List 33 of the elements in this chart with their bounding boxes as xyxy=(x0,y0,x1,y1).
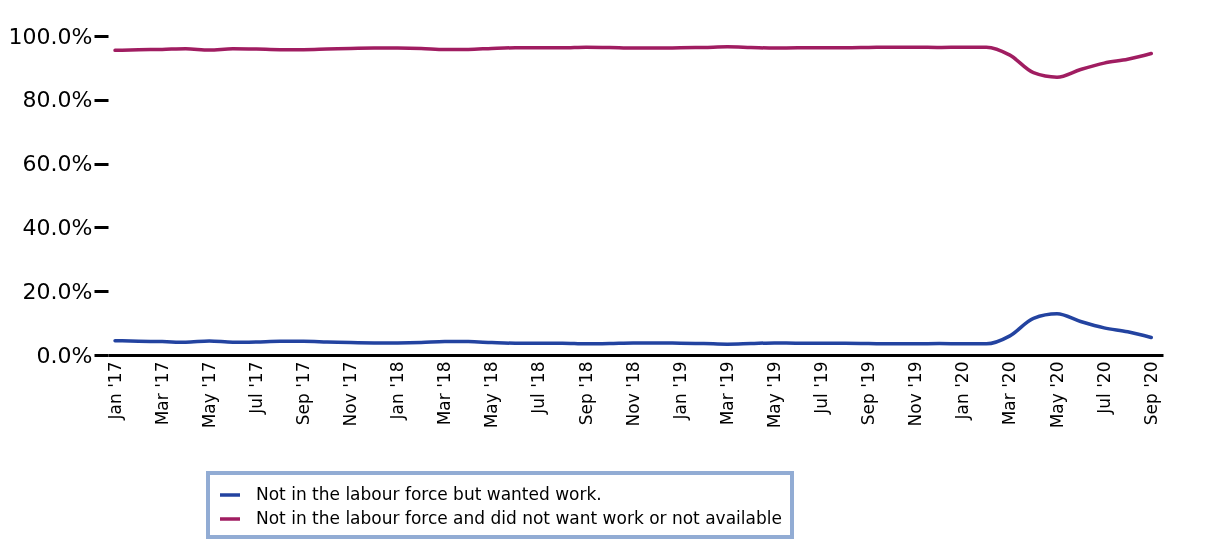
x-tick-label: Sep '17 xyxy=(292,361,313,426)
y-tick-label: 40.0% xyxy=(22,214,93,240)
x-tick-label: Mar '18 xyxy=(434,361,455,426)
line-series xyxy=(113,312,1153,346)
x-tick-label: Nov '19 xyxy=(905,361,926,427)
x-tick-label: Jan '17 xyxy=(104,361,125,421)
x-tick-label: Nov '18 xyxy=(622,361,643,427)
line-series xyxy=(113,45,1153,79)
x-tick-label: Jul '18 xyxy=(528,361,549,415)
x-tick-label: May '18 xyxy=(481,361,502,429)
x-tick-label: Jan '18 xyxy=(387,361,408,421)
y-tick-label: 80.0% xyxy=(22,87,93,113)
x-tick-label: May '17 xyxy=(198,361,219,429)
legend-label: Not in the labour force and did not want work or not available xyxy=(256,508,782,528)
x-tick-label: Mar '17 xyxy=(151,361,172,426)
x-tick-label: Jul '20 xyxy=(1093,361,1114,415)
x-tick-label: Nov '17 xyxy=(340,361,361,427)
x-tick-label: Sep '18 xyxy=(575,361,596,426)
y-tick-label: 60.0% xyxy=(22,151,93,177)
x-tick-label: May '20 xyxy=(1046,361,1067,429)
x-tick-label: Jul '17 xyxy=(245,361,266,415)
x-tick-label: Sep '20 xyxy=(1140,361,1161,426)
x-tick-label: Mar '20 xyxy=(999,361,1020,426)
y-tick-label: 20.0% xyxy=(22,278,93,304)
x-tick-label: Sep '19 xyxy=(858,361,879,426)
x-tick-label: Jan '20 xyxy=(952,361,973,421)
y-tick-label: 100.0% xyxy=(8,23,93,49)
x-tick-label: Jul '19 xyxy=(811,361,832,415)
x-tick-label: May '19 xyxy=(763,361,784,429)
x-tick-label: Jan '19 xyxy=(669,361,690,421)
y-tick-label: 0.0% xyxy=(36,342,93,368)
legend-label: Not in the labour force but wanted work. xyxy=(256,484,602,504)
x-tick-label: Mar '19 xyxy=(716,361,737,426)
